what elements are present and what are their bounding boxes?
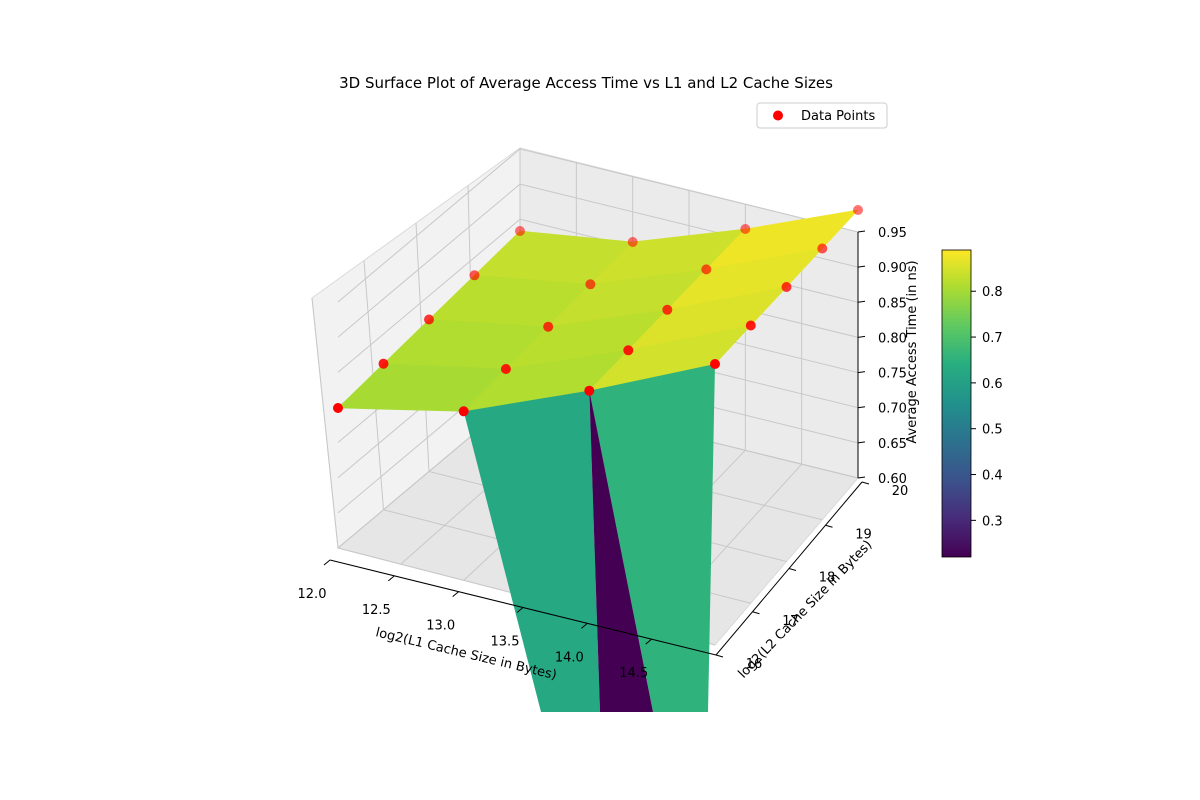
x-tick-label: 12.5 bbox=[362, 603, 391, 618]
y-tick-mark bbox=[788, 568, 797, 571]
y-tick-mark bbox=[861, 481, 870, 485]
data-points bbox=[333, 205, 863, 417]
colorbar-tick-label: 0.8 bbox=[982, 285, 1003, 300]
x-tick-mark bbox=[645, 638, 652, 645]
colorbar-tick-label: 0.5 bbox=[982, 423, 1003, 438]
legend: Data Points bbox=[756, 102, 888, 129]
y-tick-mark bbox=[752, 611, 760, 615]
z-axis-label: Average Access Time (in ns) bbox=[905, 260, 920, 443]
surface-drop-center bbox=[589, 390, 653, 712]
y-tick-label: 19 bbox=[855, 527, 872, 542]
y-tick-mark bbox=[715, 654, 724, 658]
colorbar-gradient bbox=[941, 249, 972, 558]
z-tick-label: 0.95 bbox=[878, 226, 907, 241]
colorbar-ticks: 0.3 0.4 0.5 0.6 0.7 0.8 bbox=[971, 285, 1003, 529]
colorbar-tick-label: 0.3 bbox=[982, 514, 1003, 529]
y-tick-label: 16 bbox=[746, 657, 763, 672]
data-point bbox=[853, 205, 863, 215]
data-point bbox=[469, 270, 480, 281]
colorbar-tick-label: 0.6 bbox=[982, 377, 1003, 392]
z-tick-label: 0.75 bbox=[878, 367, 907, 382]
z-tick-mark bbox=[857, 371, 866, 374]
colorbar-tick-label: 0.7 bbox=[982, 331, 1003, 346]
data-point bbox=[781, 282, 792, 292]
x-tick-label: 14.0 bbox=[555, 650, 584, 665]
data-point bbox=[543, 321, 554, 332]
x-tick-label: 13.5 bbox=[491, 635, 520, 650]
surface-drop-left bbox=[463, 390, 600, 712]
z-tick-mark bbox=[857, 335, 866, 338]
colorbar-tick-label: 0.4 bbox=[982, 469, 1003, 484]
x-tick-mark bbox=[516, 607, 524, 613]
y-tick-label: 18 bbox=[819, 571, 836, 586]
x-tick-label: 13.0 bbox=[426, 619, 455, 634]
chart-title: 3D Surface Plot of Average Access Time v… bbox=[339, 74, 833, 92]
z-tick-label: 0.90 bbox=[878, 261, 907, 276]
legend-marker bbox=[773, 110, 783, 121]
z-tick-mark bbox=[857, 441, 866, 444]
surface-drop-right bbox=[589, 364, 715, 712]
data-point bbox=[424, 314, 434, 325]
x-tick-label: 12.0 bbox=[298, 587, 327, 602]
data-point bbox=[500, 364, 511, 374]
x-tick-mark bbox=[388, 575, 395, 582]
z-tick-mark bbox=[857, 230, 866, 233]
surface bbox=[337, 209, 859, 712]
z-tick-label: 0.60 bbox=[878, 472, 907, 487]
z-tick-mark bbox=[857, 265, 866, 268]
data-point bbox=[458, 406, 469, 417]
data-point bbox=[584, 385, 595, 396]
data-point bbox=[701, 264, 712, 275]
data-point bbox=[627, 237, 638, 247]
z-tick-label: 0.65 bbox=[878, 437, 907, 452]
y-tick-mark bbox=[825, 524, 833, 528]
z-tick-label: 0.85 bbox=[878, 296, 907, 311]
x-tick-mark bbox=[581, 622, 588, 629]
data-point bbox=[378, 358, 389, 369]
data-point bbox=[745, 320, 756, 331]
data-point bbox=[515, 226, 525, 236]
data-point bbox=[623, 345, 634, 356]
data-point bbox=[817, 243, 828, 254]
x-tick-mark bbox=[323, 559, 331, 566]
legend-label: Data Points bbox=[801, 109, 875, 124]
z-tick-label: 0.80 bbox=[878, 331, 907, 346]
data-point bbox=[710, 359, 720, 369]
y-tick-label: 17 bbox=[782, 614, 799, 629]
colorbar: 0.3 0.4 0.5 0.6 0.7 0.8 bbox=[941, 249, 1003, 558]
data-point bbox=[585, 279, 596, 290]
axis-ticks: 12.0 12.5 13.0 13.5 14.0 14.5 16 17 18 19 200.60 0.… bbox=[298, 226, 909, 681]
z-tick-mark bbox=[857, 476, 866, 479]
data-point bbox=[333, 403, 343, 413]
z-tick-label: 0.70 bbox=[878, 402, 907, 417]
data-point bbox=[740, 224, 751, 234]
z-tick-mark bbox=[857, 300, 866, 303]
y-tick-label: 20 bbox=[892, 484, 909, 499]
x-tick-mark bbox=[452, 591, 459, 598]
x-tick-label: 14.5 bbox=[619, 666, 648, 681]
legend-box bbox=[756, 102, 888, 129]
data-point bbox=[662, 304, 673, 315]
z-tick-mark bbox=[857, 406, 866, 409]
